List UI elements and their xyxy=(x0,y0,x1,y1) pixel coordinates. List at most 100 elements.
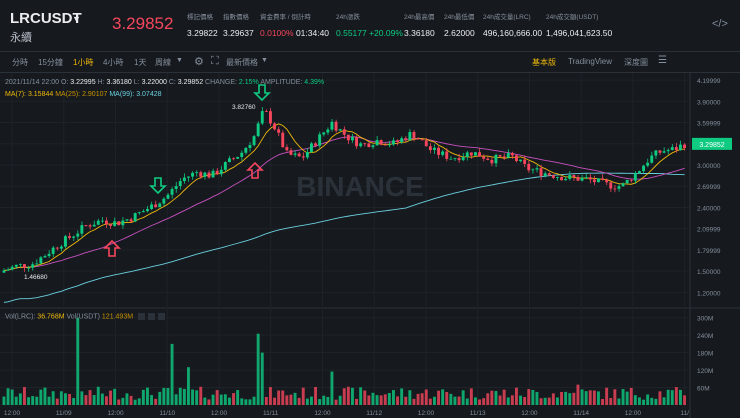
volume-bar xyxy=(498,395,502,405)
candle-body xyxy=(92,224,96,227)
volume-bar xyxy=(650,397,654,405)
price-tick-label: 4.19999 xyxy=(697,78,721,85)
stat-mark-price: 標記價格 3.29822 xyxy=(187,14,218,38)
candle-body xyxy=(174,186,178,189)
candle-body xyxy=(383,144,387,146)
interval-tab[interactable]: 1天 xyxy=(134,58,147,67)
candle-body xyxy=(597,178,600,183)
volume-bar xyxy=(113,388,117,405)
time-tick-label: 11/14 xyxy=(573,410,589,417)
volume-bar xyxy=(240,398,244,405)
price-tick-label: 1.20000 xyxy=(697,290,721,297)
legend-ma7: 3.15844 xyxy=(27,91,54,98)
volume-bar xyxy=(162,387,166,405)
candle-body xyxy=(371,145,375,148)
candle-body xyxy=(609,182,613,189)
interval-tab[interactable]: 周線 xyxy=(155,58,171,67)
volume-bar xyxy=(244,399,248,405)
volume-bar xyxy=(264,397,268,405)
view-depth[interactable]: 深度圖 xyxy=(624,58,648,67)
volume-bar xyxy=(322,395,326,405)
candle-body xyxy=(293,153,297,155)
interval-tab-active[interactable]: 1小時 xyxy=(73,58,94,67)
current-price-tag xyxy=(692,137,732,150)
candle-body xyxy=(474,152,477,156)
candle-body xyxy=(72,236,76,238)
volume-bar xyxy=(10,389,14,405)
chevron-down-icon[interactable]: ▼ xyxy=(261,57,268,64)
candle-body xyxy=(6,269,10,271)
candle-body xyxy=(642,165,645,172)
volume-bar xyxy=(232,393,235,405)
kline-chart[interactable]: BINANCE 4.199993.900003.599993.300003.00… xyxy=(0,72,740,418)
candle-body xyxy=(670,147,674,151)
ma-legend: MA(7): 3.15844 MA(25): 2.90107 MA(99): 3… xyxy=(5,91,162,98)
candle-body xyxy=(10,266,14,270)
volume-bar xyxy=(285,395,289,405)
volume-bar xyxy=(642,399,645,405)
volume-bar xyxy=(100,393,104,405)
candle-body xyxy=(301,156,305,158)
candle-body xyxy=(666,150,670,152)
volume-bar xyxy=(633,395,637,405)
volume-bar xyxy=(420,393,424,405)
fullscreen-icon[interactable]: ⛶ xyxy=(211,55,219,67)
volume-bar xyxy=(404,396,408,405)
view-basic[interactable]: 基本版 xyxy=(532,58,556,67)
interval-more-icon[interactable]: ▼ xyxy=(176,57,183,64)
candle-body xyxy=(449,158,453,160)
indicators-icon[interactable]: ⚙ xyxy=(194,56,204,68)
candle-body xyxy=(297,153,301,157)
view-tradingview[interactable]: TradingView xyxy=(568,57,613,66)
candle-body xyxy=(465,152,469,157)
volume-bar xyxy=(269,387,272,405)
expand-arrow-icon[interactable]: </> xyxy=(712,18,728,30)
candle-body xyxy=(269,111,272,124)
volume-bar xyxy=(625,391,629,405)
candle-body xyxy=(228,158,231,163)
price-type-select[interactable]: 最新價格 xyxy=(226,58,258,67)
sell-arrow-icon xyxy=(149,177,167,195)
volume-bar xyxy=(662,397,666,405)
symbol-dropdown-icon[interactable]: ▼ xyxy=(72,14,81,24)
candle-body xyxy=(236,156,240,159)
candle-body xyxy=(162,198,166,204)
candle-body xyxy=(318,134,322,146)
volume-bar xyxy=(2,396,6,405)
legend-toggle-icon[interactable] xyxy=(148,313,155,320)
candle-body xyxy=(223,162,227,170)
volume-bar xyxy=(154,398,158,405)
candle-body xyxy=(408,132,412,141)
settings-icon[interactable]: ☰ xyxy=(658,55,667,66)
candle-body xyxy=(416,138,420,140)
time-tick-label: 11/11 xyxy=(263,410,279,417)
symbol-name[interactable]: LRCUSDT xyxy=(10,10,82,27)
candle-body xyxy=(621,183,625,187)
candle-body xyxy=(564,178,568,181)
volume-bar xyxy=(617,398,621,405)
legend-toggle-icon[interactable] xyxy=(138,313,145,320)
volume-bar xyxy=(437,390,440,405)
volume-bar xyxy=(621,389,625,405)
candle-body xyxy=(633,173,637,181)
volume-bar xyxy=(80,391,84,405)
interval-tab[interactable]: 4小時 xyxy=(103,58,124,67)
candle-body xyxy=(137,212,141,214)
candle-body xyxy=(150,204,153,210)
interval-tab[interactable]: 15分鐘 xyxy=(38,58,63,67)
candle-body xyxy=(539,168,543,176)
volume-bar xyxy=(27,397,30,405)
candle-body xyxy=(256,123,260,137)
volume-bar xyxy=(150,395,153,405)
kline-svg[interactable]: BINANCE 4.199993.900003.599993.300003.00… xyxy=(0,73,740,418)
volume-bar xyxy=(482,398,486,405)
legend-toggle-icon[interactable] xyxy=(158,313,165,320)
volume-bar xyxy=(338,395,342,405)
candle-body xyxy=(252,136,256,146)
interval-tab[interactable]: 分時 xyxy=(12,58,28,67)
candle-body xyxy=(55,247,59,249)
volume-bar xyxy=(592,390,596,405)
price-tick-label: 2.40000 xyxy=(697,205,721,212)
volume-bar xyxy=(363,390,367,405)
candle-body xyxy=(285,147,289,151)
